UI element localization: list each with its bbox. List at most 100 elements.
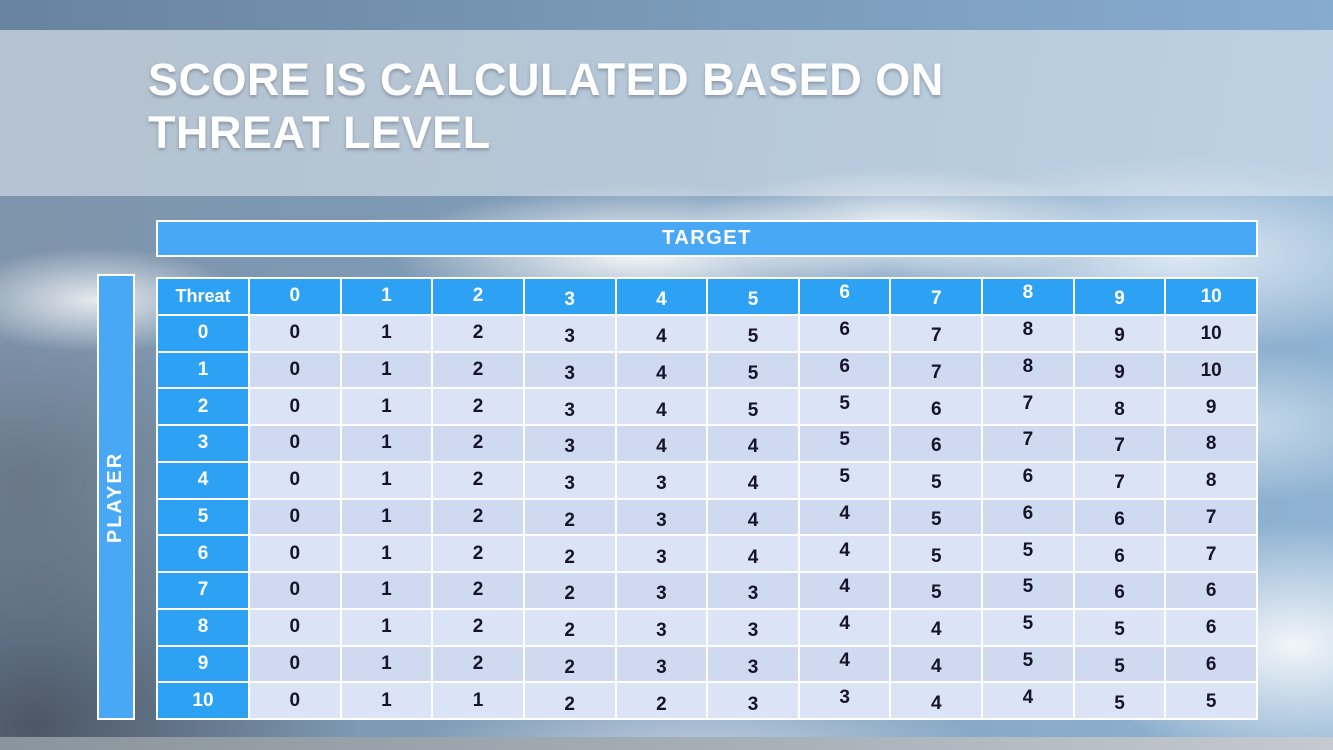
score-cell-text: 3 <box>656 583 667 605</box>
score-cell: 0 <box>250 389 340 424</box>
slide-title-line-2: THREAT LEVEL <box>148 106 491 158</box>
row-header-1-text: 1 <box>197 358 209 380</box>
score-cell-text: 5 <box>839 392 850 414</box>
column-header-5-text: 5 <box>747 289 759 311</box>
score-cell-text: 7 <box>930 325 942 347</box>
score-cell-text: 4 <box>747 436 759 458</box>
row-header-10: 10 <box>158 683 248 718</box>
score-cell-text: 3 <box>839 686 850 708</box>
score-cell: 6 <box>891 426 982 461</box>
score-cell-text: 6 <box>1205 617 1217 639</box>
score-cell-text: 5 <box>930 582 942 604</box>
score-cell-text: 4 <box>747 509 759 531</box>
score-cell: 7 <box>1166 499 1256 535</box>
score-cell: 1 <box>341 536 432 571</box>
score-cell-text: 2 <box>564 509 575 531</box>
score-cell: 2 <box>616 683 707 718</box>
row-header-10-text: 10 <box>192 689 214 711</box>
score-cell: 5 <box>891 499 982 535</box>
score-cell-text: 2 <box>656 693 667 715</box>
slide-title: SCORE IS CALCULATED BASED ON THREAT LEVE… <box>148 54 944 159</box>
score-cell: 3 <box>524 462 615 498</box>
score-cell: 2 <box>433 573 523 608</box>
score-cell-text: 3 <box>656 473 667 495</box>
column-header-3-text: 3 <box>564 289 575 311</box>
score-cell: 3 <box>616 536 707 571</box>
score-cell-text: 4 <box>656 326 667 348</box>
score-cell-text: 5 <box>930 472 942 494</box>
score-cell-text: 0 <box>289 395 301 417</box>
score-cell-text: 3 <box>564 436 575 458</box>
score-cell: 6 <box>1074 573 1165 608</box>
score-cell: 4 <box>616 352 707 388</box>
row-header-4-text: 4 <box>197 469 209 491</box>
score-cell-text: 3 <box>747 693 759 715</box>
score-cell: 0 <box>250 683 340 718</box>
score-cell-text: 5 <box>1022 539 1034 561</box>
score-cell: 10 <box>1166 315 1256 351</box>
score-cell-text: 4 <box>930 692 942 714</box>
score-cell: 1 <box>341 573 432 608</box>
score-cell: 9 <box>1166 389 1256 424</box>
column-header-8-text: 8 <box>1022 282 1034 304</box>
score-cell: 7 <box>983 389 1073 424</box>
score-cell: 1 <box>341 646 432 682</box>
score-cell: 4 <box>616 389 707 424</box>
score-cell-text: 1 <box>381 469 392 491</box>
score-cell-text: 5 <box>839 429 850 451</box>
score-cell: 5 <box>983 536 1073 571</box>
score-cell-text: 7 <box>1114 435 1125 457</box>
row-header-5: 5 <box>158 499 248 535</box>
score-cell: 1 <box>341 462 432 498</box>
score-cell-text: 2 <box>472 616 484 638</box>
score-cell: 2 <box>524 499 615 535</box>
score-cell: 3 <box>524 315 615 351</box>
score-cell-text: 10 <box>1200 323 1222 345</box>
row-header-0-text: 0 <box>197 322 209 344</box>
score-cell-text: 2 <box>472 395 484 417</box>
score-cell-text: 1 <box>381 358 392 380</box>
score-cell-text: 5 <box>1022 576 1034 598</box>
column-header-9: 9 <box>1074 279 1165 314</box>
score-cell-text: 1 <box>381 322 392 344</box>
score-cell-text: 3 <box>656 546 667 568</box>
column-header-5: 5 <box>708 279 798 314</box>
column-header-0: 0 <box>250 279 340 314</box>
score-cell: 8 <box>983 315 1073 351</box>
score-cell: 4 <box>799 646 890 682</box>
score-cell-text: 5 <box>1022 613 1034 635</box>
score-cell-text: 8 <box>1114 398 1125 420</box>
row-header-1: 1 <box>158 352 248 388</box>
score-cell-text: 8 <box>1205 433 1217 455</box>
score-cell: 5 <box>1166 683 1256 718</box>
score-cell-text: 2 <box>472 652 484 674</box>
score-cell-text: 4 <box>839 649 850 671</box>
score-cell: 2 <box>433 389 523 424</box>
score-cell-text: 1 <box>381 579 392 601</box>
score-cell: 7 <box>891 352 982 388</box>
score-cell-text: 6 <box>1205 580 1217 602</box>
score-cell: 1 <box>341 315 432 351</box>
score-cell: 4 <box>708 462 798 498</box>
score-cell: 8 <box>1074 389 1165 424</box>
score-cell: 4 <box>891 683 982 718</box>
column-header-10: 10 <box>1166 279 1256 314</box>
corner-header: Threat <box>158 279 248 314</box>
score-cell-text: 10 <box>1200 359 1222 381</box>
score-cell-text: 5 <box>1114 692 1125 714</box>
score-cell: 2 <box>433 499 523 535</box>
score-cell: 0 <box>250 426 340 461</box>
score-cell: 4 <box>983 683 1073 718</box>
row-header-7: 7 <box>158 573 248 608</box>
score-cell: 2 <box>524 573 615 608</box>
score-cell-text: 0 <box>289 432 301 454</box>
score-cell: 6 <box>1074 499 1165 535</box>
row-header-4: 4 <box>158 462 248 498</box>
score-cell-text: 3 <box>656 656 667 678</box>
score-cell-text: 7 <box>1114 472 1125 494</box>
score-cell: 1 <box>341 499 432 535</box>
score-cell: 2 <box>524 646 615 682</box>
score-cell: 3 <box>616 609 707 645</box>
score-cell: 10 <box>1166 352 1256 388</box>
column-header-10-text: 10 <box>1200 286 1222 308</box>
